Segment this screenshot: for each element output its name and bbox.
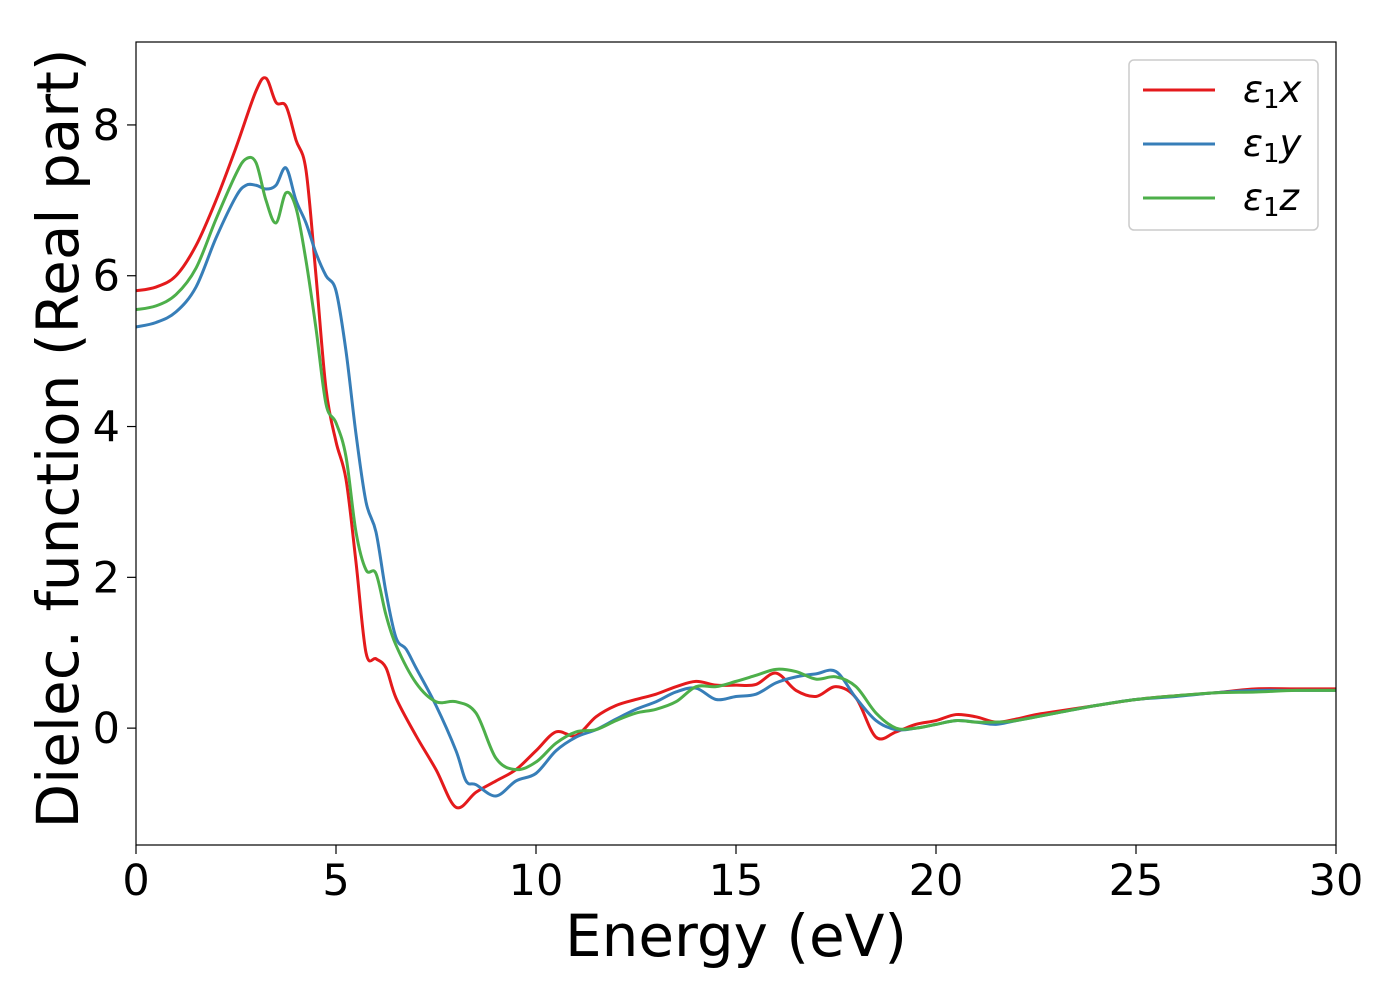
y-axis: 0 2 4 6 8 bbox=[93, 101, 136, 754]
x-tick-label: 10 bbox=[509, 856, 564, 906]
y-tick-label: 8 bbox=[93, 101, 120, 151]
series-group bbox=[136, 76, 1336, 810]
x-axis-title: Energy (eV) bbox=[565, 902, 907, 970]
x-tick-label: 0 bbox=[122, 856, 149, 906]
y-tick-label: 6 bbox=[93, 252, 120, 302]
legend-label-y: ε1y bbox=[1243, 122, 1303, 169]
legend-box bbox=[1128, 59, 1319, 231]
legend-label-x: ε1x bbox=[1243, 68, 1303, 115]
x-axis: 0 5 10 15 20 25 30 bbox=[122, 845, 1363, 906]
y-tick-label: 2 bbox=[93, 553, 120, 603]
x-tick-label: 30 bbox=[1309, 856, 1364, 906]
series-line-z bbox=[136, 155, 1336, 772]
x-tick-label: 5 bbox=[322, 856, 349, 906]
x-tick-label: 25 bbox=[1109, 856, 1164, 906]
legend: ε1x ε1y ε1z bbox=[1128, 59, 1319, 231]
y-tick-label: 4 bbox=[93, 403, 120, 453]
y-axis-title: Dielec. function (Real part) bbox=[24, 48, 92, 828]
legend-label-z: ε1z bbox=[1243, 176, 1301, 223]
y-tick-label: 0 bbox=[93, 704, 120, 754]
x-tick-label: 20 bbox=[909, 856, 964, 906]
x-tick-label: 15 bbox=[709, 856, 764, 906]
